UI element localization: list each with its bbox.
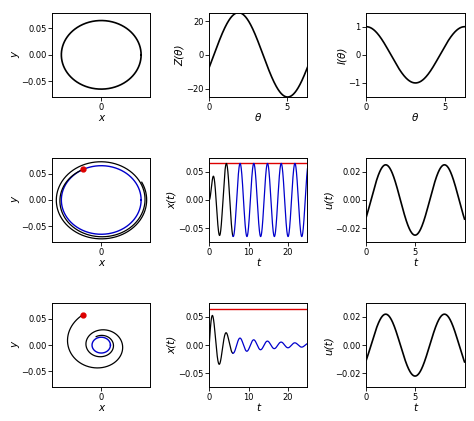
X-axis label: θ: θ [412, 113, 419, 123]
X-axis label: t: t [256, 258, 260, 268]
Y-axis label: y: y [10, 342, 20, 348]
Y-axis label: x(t): x(t) [167, 336, 177, 354]
X-axis label: θ: θ [255, 113, 262, 123]
Y-axis label: u(t): u(t) [324, 191, 334, 209]
X-axis label: x: x [98, 113, 104, 123]
Y-axis label: y: y [10, 197, 20, 203]
Y-axis label: u(t): u(t) [324, 336, 334, 354]
X-axis label: t: t [413, 258, 418, 268]
Y-axis label: Z(θ): Z(θ) [175, 44, 185, 66]
Y-axis label: x(t): x(t) [167, 191, 177, 209]
X-axis label: x: x [98, 258, 104, 268]
Y-axis label: y: y [10, 52, 20, 58]
X-axis label: t: t [413, 403, 418, 413]
X-axis label: t: t [256, 403, 260, 413]
X-axis label: x: x [98, 403, 104, 413]
Y-axis label: I(θ): I(θ) [337, 46, 347, 64]
